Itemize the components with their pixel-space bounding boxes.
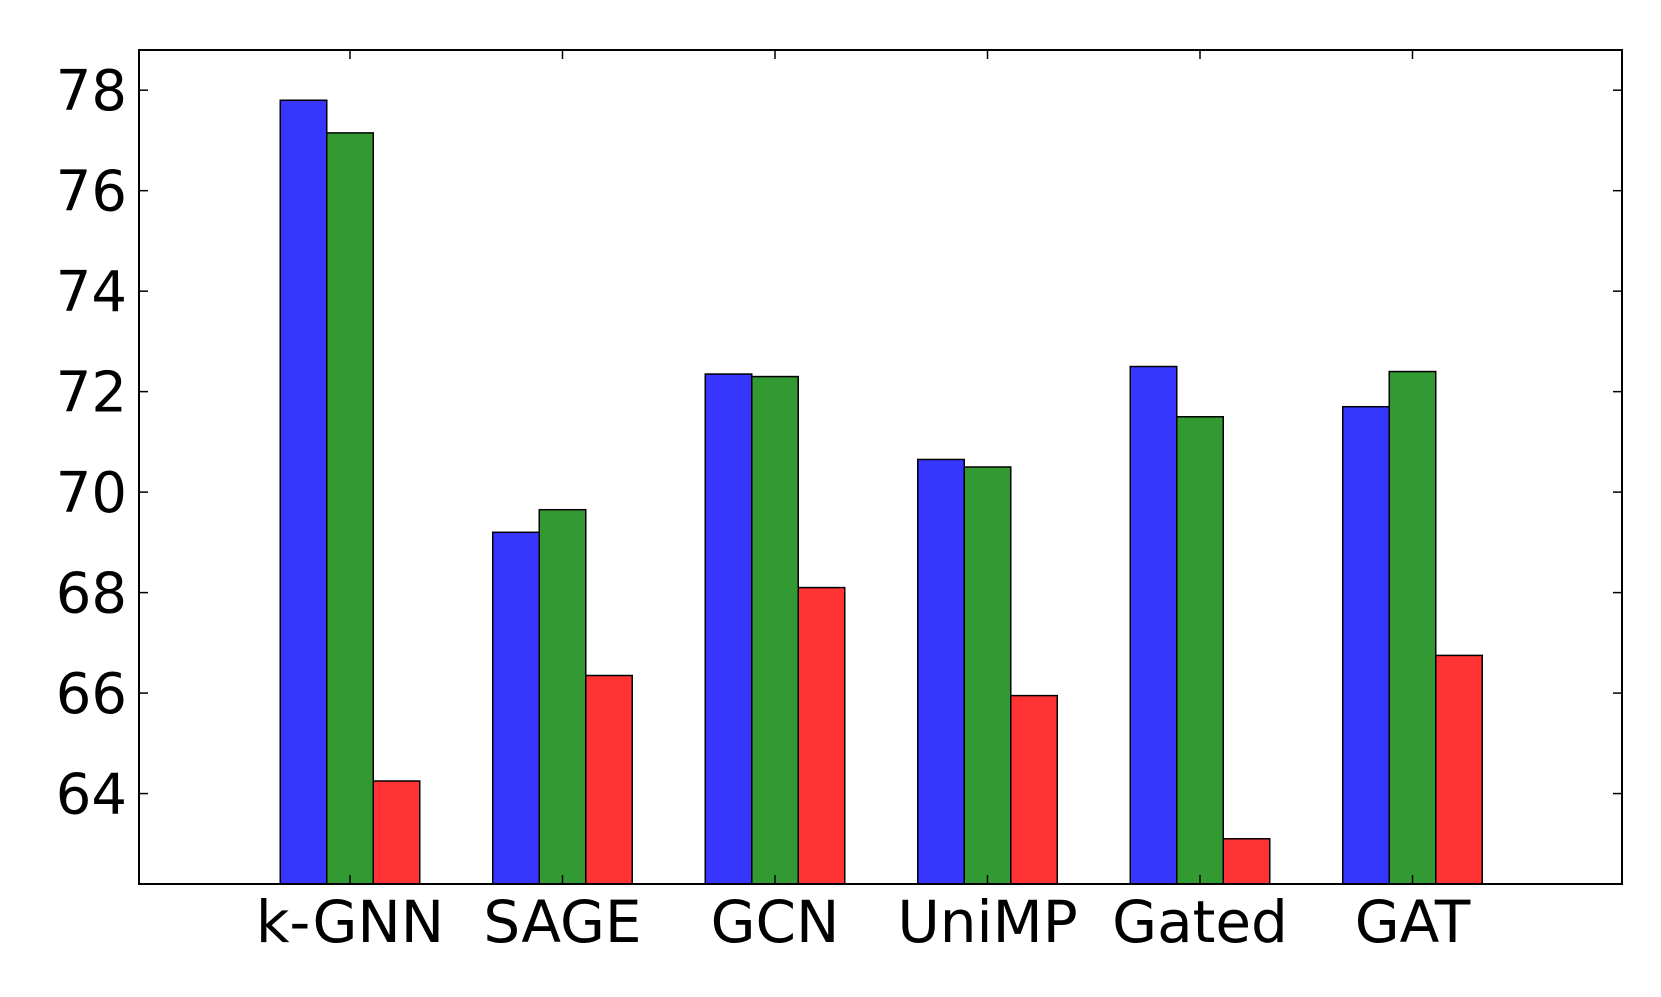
bar-sage-series-2: [538, 508, 587, 885]
bar-gat-series-1: [1342, 405, 1390, 885]
x-tick-label: Gated: [1112, 888, 1288, 956]
bar-k-gnn-series-3: [372, 780, 421, 885]
bar-sage-series-3: [585, 674, 633, 885]
y-tick-label: 66: [56, 662, 127, 727]
labels-layer: k-GNN SAGE GCN UniMP Gated GAT 64 66 68 70 72 74 76 7…: [56, 59, 1471, 956]
bars-layer: [279, 99, 1483, 885]
x-tick-label: UniMP: [897, 888, 1077, 956]
bar-unimp-series-2: [963, 466, 1012, 885]
bar-gated-series-1: [1129, 365, 1178, 885]
bar-k-gnn-series-1: [279, 99, 328, 885]
bar-k-gnn-series-2: [326, 132, 374, 885]
bar-unimp-series-3: [1010, 694, 1058, 885]
x-tick-label: GCN: [711, 888, 840, 956]
bar-gated-series-3: [1222, 838, 1271, 885]
y-tick-label: 68: [56, 562, 127, 627]
bar-gat-series-2: [1388, 370, 1437, 885]
x-tick-label: GAT: [1355, 888, 1471, 956]
bar-gcn-series-3: [797, 586, 846, 885]
x-tick-label: k-GNN: [256, 888, 444, 956]
bar-gcn-series-1: [704, 373, 753, 885]
y-tick-label: 78: [56, 59, 127, 124]
bar-gat-series-3: [1435, 654, 1483, 885]
x-tick-label: SAGE: [483, 888, 641, 956]
ticks-layer: [139, 50, 1622, 884]
y-tick-label: 70: [56, 461, 127, 526]
y-tick-label: 74: [56, 260, 127, 325]
bar-sage-series-1: [492, 531, 540, 885]
bar-unimp-series-1: [917, 458, 965, 885]
plot-frame: [138, 49, 1623, 885]
bar-gcn-series-2: [751, 375, 799, 885]
bar-gated-series-2: [1176, 416, 1224, 885]
y-tick-label: 76: [56, 160, 127, 225]
y-tick-label: 64: [56, 763, 127, 828]
y-tick-label: 72: [56, 361, 127, 426]
